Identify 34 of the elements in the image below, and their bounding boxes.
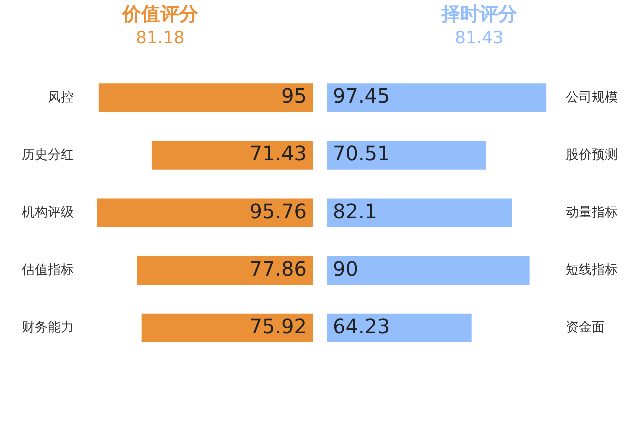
data-label: 75.92: [250, 314, 307, 338]
y-tick-label: 财务能力: [22, 320, 74, 336]
y-tick-label: 历史分红: [22, 148, 74, 163]
bar: [327, 256, 530, 285]
chart-subtitle: 81.18: [136, 28, 185, 48]
bar: [327, 84, 547, 112]
bar: [142, 314, 313, 343]
bar: [327, 141, 486, 170]
chart-title: 价值评分: [122, 3, 200, 26]
data-label: 70.51: [333, 142, 390, 166]
bar: [152, 141, 313, 170]
bar: [327, 314, 472, 343]
data-label: 97.45: [333, 84, 390, 108]
data-label: 82.1: [333, 199, 378, 224]
chart-subtitle: 81.43: [455, 28, 504, 48]
y-tick-label: 公司规模: [566, 90, 618, 106]
bar: [97, 198, 313, 228]
y-tick-label: 股价预测: [566, 148, 618, 163]
chart-title: 择时评分: [440, 3, 518, 26]
y-tick-label: 动量指标: [566, 205, 618, 220]
data-label: 95: [282, 84, 307, 108]
bar: [98, 84, 313, 112]
y-tick-label: 估值指标: [21, 263, 74, 278]
y-tick-label: 风控: [48, 90, 74, 106]
data-label: 64.23: [333, 314, 390, 338]
data-label: 95.76: [250, 199, 307, 224]
y-tick-label: 机构评级: [22, 205, 74, 220]
data-label: 71.43: [250, 142, 307, 166]
y-tick-label: 资金面: [566, 320, 605, 336]
y-tick-label: 短线指标: [566, 263, 618, 278]
bar: [327, 198, 512, 228]
data-label: 90: [333, 256, 358, 281]
data-label: 77.86: [250, 256, 307, 281]
bar: [137, 256, 313, 285]
